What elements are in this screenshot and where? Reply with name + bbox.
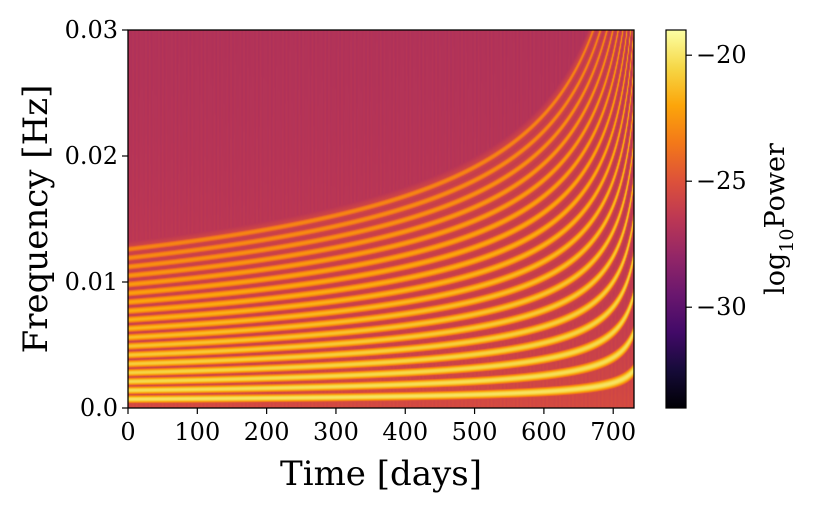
y-axis: 0.0 0.01 0.02 0.03: [65, 16, 128, 422]
colorbar-label: log10Power: [760, 143, 798, 295]
colorbar-label-subscript: 10: [776, 228, 798, 252]
colorbar-tick-label: −30: [696, 293, 747, 321]
y-tick-label: 0.01: [65, 268, 118, 296]
colorbar: −30 −25 −20 log10Power: [665, 29, 798, 409]
y-tick-label: 0.02: [65, 142, 118, 170]
x-tick-label: 0: [120, 418, 135, 446]
plot-frame: [127, 29, 635, 409]
colorbar-tick-label: −25: [696, 167, 747, 195]
x-axis: 0 100 200 300 400 500 600 700: [120, 408, 636, 446]
x-axis-title: Time [days]: [280, 454, 482, 494]
x-tick-label: 400: [382, 418, 428, 446]
colorbar-tick-label: −20: [696, 41, 747, 69]
x-tick-label: 200: [244, 418, 290, 446]
y-tick-label: 0.0: [80, 394, 118, 422]
colorbar-label-main: log: [760, 253, 791, 295]
x-tick-label: 600: [521, 418, 567, 446]
y-tick-label: 0.03: [65, 16, 118, 44]
heatmap-image: [128, 30, 634, 408]
x-tick-label: 500: [452, 418, 498, 446]
x-tick-label: 700: [590, 418, 636, 446]
x-tick-label: 100: [174, 418, 220, 446]
x-tick-label: 300: [313, 418, 359, 446]
colorbar-label-tail: Power: [760, 143, 791, 228]
colorbar-ticks: −30 −25 −20: [686, 41, 747, 321]
colorbar-frame: [665, 29, 687, 409]
colorbar-gradient: [666, 30, 686, 408]
y-axis-title: Frequency [Hz]: [16, 85, 56, 354]
plot-area: [127, 29, 635, 409]
